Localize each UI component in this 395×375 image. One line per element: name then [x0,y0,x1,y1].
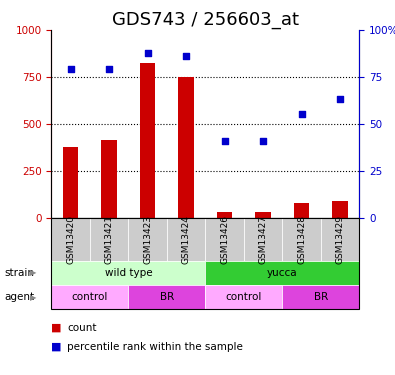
Title: GDS743 / 256603_at: GDS743 / 256603_at [112,11,299,29]
Bar [256,212,271,217]
Text: control: control [71,292,108,302]
Text: GSM13423: GSM13423 [143,214,152,264]
Text: GSM13428: GSM13428 [297,214,306,264]
Point [145,50,151,55]
Bar [179,77,194,218]
Text: strain: strain [4,268,34,278]
Bar [333,201,348,217]
Text: GSM13424: GSM13424 [182,214,191,264]
Text: percentile rank within the sample: percentile rank within the sample [67,342,243,352]
Text: agent: agent [4,292,34,302]
Text: GSM13421: GSM13421 [105,214,114,264]
Text: GSM13429: GSM13429 [336,214,345,264]
Point [299,111,305,117]
Text: yucca: yucca [267,268,298,278]
Text: GSM13427: GSM13427 [259,214,268,264]
Text: ■: ■ [51,323,62,333]
Text: BR: BR [160,292,174,302]
Text: ▶: ▶ [30,292,36,302]
Text: GSM13426: GSM13426 [220,214,229,264]
Text: BR: BR [314,292,328,302]
Bar [63,147,78,218]
Bar [102,140,117,218]
Text: count: count [67,323,97,333]
Point [337,96,343,102]
Text: ▶: ▶ [30,268,36,278]
Point [260,138,266,144]
Point [106,66,112,72]
Point [68,66,74,72]
Text: GSM13420: GSM13420 [66,214,75,264]
Point [222,138,228,144]
Text: control: control [226,292,262,302]
Text: wild type: wild type [105,268,152,278]
Bar [294,203,309,217]
Text: ■: ■ [51,342,62,352]
Point [183,53,189,59]
Bar [217,212,232,217]
Bar [140,63,155,217]
